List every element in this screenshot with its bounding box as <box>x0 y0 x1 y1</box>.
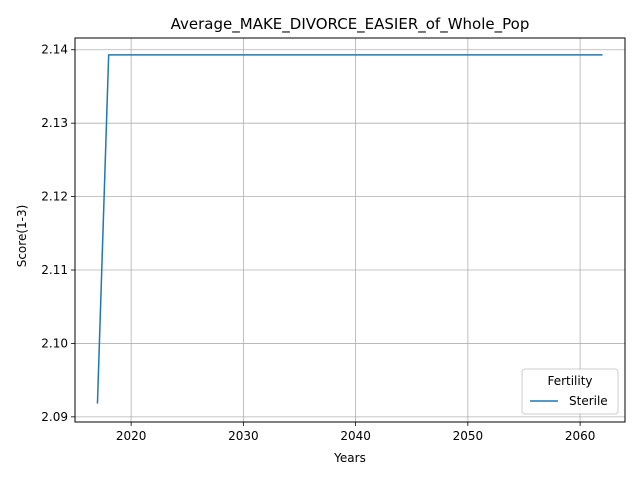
y-tick-label: 2.09 <box>41 410 68 424</box>
y-tick-label: 2.11 <box>41 263 68 277</box>
y-tick-label: 2.12 <box>41 190 68 204</box>
x-tick-label: 2020 <box>116 429 147 443</box>
chart-title: Average_MAKE_DIVORCE_EASIER_of_Whole_Pop <box>171 15 530 34</box>
legend-label-sterile: Sterile <box>569 394 608 408</box>
legend-title: Fertility <box>547 374 592 388</box>
plot-area-frame <box>74 37 626 423</box>
y-axis-ticks: 2.09 2.10 2.11 2.12 2.13 2.14 <box>41 43 75 424</box>
grid-lines <box>75 38 625 422</box>
legend: Fertility Sterile <box>521 368 619 415</box>
x-tick-label: 2030 <box>228 429 259 443</box>
series-line-sterile <box>96 54 603 404</box>
x-axis-ticks: 2020 2030 2040 2050 2060 <box>116 422 596 443</box>
x-tick-label: 2050 <box>453 429 484 443</box>
y-tick-label: 2.13 <box>41 116 68 130</box>
legend-box <box>521 368 619 415</box>
y-tick-label: 2.14 <box>41 43 68 57</box>
series-layer <box>96 54 603 404</box>
x-tick-label: 2040 <box>340 429 371 443</box>
y-axis-label: Score(1-3) <box>15 205 29 268</box>
x-axis-label: Years <box>333 451 366 465</box>
y-tick-label: 2.10 <box>41 336 68 350</box>
x-tick-label: 2060 <box>565 429 596 443</box>
